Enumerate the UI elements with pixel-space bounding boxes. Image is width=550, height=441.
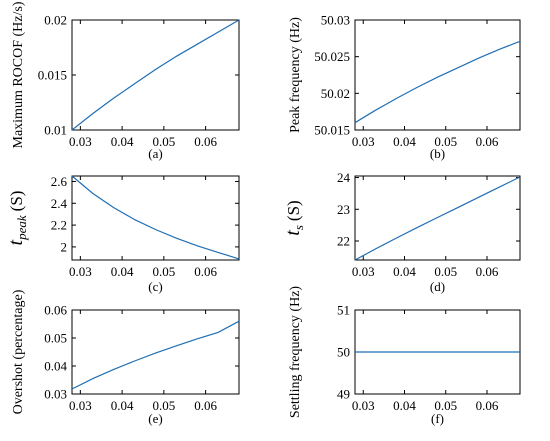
panel-c: 0.03 0.04 0.05 0.06 2 2.2 2.4 2.6 tpeak(S) (c) — [5, 174, 240, 294]
panel-c-ytick-label: 2.2 — [51, 218, 67, 233]
panel-d-xtick-label: 0.04 — [393, 264, 416, 279]
panel-c-series-line — [71, 175, 240, 260]
panel-e-xtick-label: 0.04 — [111, 398, 134, 413]
panel-a-ylabel: Maximum ROCOF (Hz/s) — [11, 1, 26, 148]
panel-b-xtick-label: 0.03 — [352, 134, 375, 149]
panel-f-ytick-label: 49 — [337, 387, 350, 402]
panel-d-ytick-label: 23 — [337, 202, 350, 217]
panel-b-series-line — [354, 40, 521, 124]
panel-f-ytick-label: 51 — [337, 303, 350, 318]
panel-f: 0.03 0.04 0.05 0.06 49 50 51 Settling frequency… — [288, 286, 521, 426]
panel-a-xtick-label: 0.03 — [69, 134, 92, 149]
panel-f-xtick-label: 0.05 — [434, 398, 457, 413]
panel-a-caption: (a) — [148, 146, 162, 161]
panel-f-xtick-label: 0.04 — [393, 398, 416, 413]
panel-d-xtick-label: 0.05 — [434, 264, 457, 279]
panel-e-ytick-label: 0.04 — [44, 359, 67, 374]
panel-e-ytick-label: 0.03 — [44, 387, 67, 402]
panel-c-xtick-label: 0.06 — [194, 264, 217, 279]
panel-a-series-line — [71, 19, 240, 131]
panel-d-series-line — [354, 176, 521, 261]
panel-e-ytick-label: 0.05 — [44, 331, 67, 346]
panel-e-xtick-label: 0.06 — [194, 398, 217, 413]
panel-f-ytick-label: 50 — [337, 345, 350, 360]
panel-d-ylabel: ts(S) — [282, 200, 306, 235]
panel-e-ylabel: Overshot (percentage) — [11, 289, 26, 414]
panel-c-ytick-label: 2.4 — [51, 196, 68, 211]
panel-d-ytick-label: 24 — [337, 170, 351, 185]
panel-f-xtick-label: 0.03 — [352, 398, 375, 413]
panel-d-caption: (d) — [430, 279, 445, 294]
panel-b-xtick-label: 0.04 — [393, 134, 416, 149]
panel-f-ylabel: Settling frequency (Hz) — [288, 286, 303, 419]
panel-b-ytick-label: 50.02 — [321, 86, 350, 101]
panel-e-xtick-label: 0.03 — [69, 398, 92, 413]
panel-a-xtick-label: 0.05 — [152, 134, 175, 149]
panel-e: 0.03 0.04 0.05 0.06 0.03 0.04 0.05 0.06 Overshot… — [11, 289, 240, 426]
panel-d-ytick-label: 22 — [337, 233, 350, 248]
panel-e-caption: (e) — [148, 411, 162, 426]
panel-a: 0.03 0.04 0.05 0.06 0.01 0.015 0.02 Maximum ROC… — [11, 1, 240, 161]
panel-c-ytick-label: 2.6 — [51, 174, 68, 189]
panel-b-ytick-label: 50.015 — [314, 123, 350, 138]
panel-c-ytick-label: 2 — [61, 239, 68, 254]
panel-c-xtick-label: 0.05 — [152, 264, 175, 279]
panel-e-axes-box — [71, 309, 240, 395]
panel-d-xtick-label: 0.03 — [352, 264, 375, 279]
panel-c-caption: (c) — [148, 279, 162, 294]
panel-b-ytick-label: 50.025 — [314, 49, 350, 64]
panel-c-xtick-label: 0.04 — [111, 264, 134, 279]
panel-a-axes-box — [71, 19, 240, 131]
panel-d-axes-box — [354, 175, 521, 261]
panel-b-ytick-label: 50.03 — [321, 13, 350, 28]
panel-c-xtick-label: 0.03 — [69, 264, 92, 279]
panel-b-xtick-label: 0.06 — [476, 134, 499, 149]
panel-f-caption: (f) — [431, 411, 444, 426]
panel-e-xtick-label: 0.05 — [152, 398, 175, 413]
panel-e-ytick-label: 0.06 — [44, 303, 67, 318]
panel-a-xtick-label: 0.06 — [194, 134, 217, 149]
panel-b-xtick-label: 0.05 — [434, 134, 457, 149]
panel-b: 0.03 0.04 0.05 0.06 50.015 50.02 50.025 50.03 Pe… — [288, 13, 521, 161]
panel-b-ylabel: Peak frequency (Hz) — [288, 17, 303, 133]
panel-c-axes-box — [71, 175, 240, 261]
panel-d-xtick-label: 0.06 — [476, 264, 499, 279]
panel-d: 0.03 0.04 0.05 0.06 22 23 24 ts(S) (d) — [282, 170, 521, 294]
panel-e-series-line — [71, 320, 240, 390]
panel-a-ytick-label: 0.01 — [44, 123, 67, 138]
panel-b-caption: (b) — [430, 146, 445, 161]
panel-f-xtick-label: 0.06 — [476, 398, 499, 413]
panel-c-ylabel: tpeak(S) — [5, 191, 29, 246]
panel-a-ytick-label: 0.015 — [38, 68, 67, 83]
panel-b-axes-box — [354, 19, 521, 131]
panel-a-xtick-label: 0.04 — [111, 134, 134, 149]
panel-a-ytick-label: 0.02 — [44, 13, 67, 28]
